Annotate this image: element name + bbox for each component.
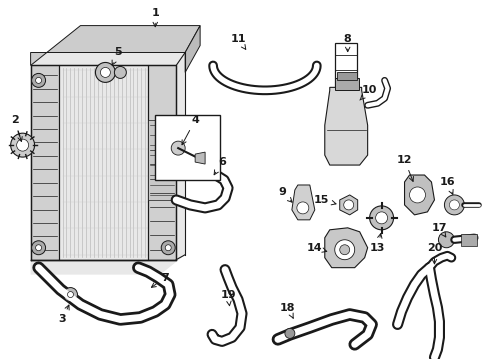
Polygon shape xyxy=(324,87,367,165)
Circle shape xyxy=(285,328,294,338)
Bar xyxy=(148,66,176,260)
Bar xyxy=(59,66,148,260)
Bar xyxy=(148,120,176,200)
Circle shape xyxy=(369,206,393,230)
Circle shape xyxy=(171,141,185,155)
Circle shape xyxy=(114,67,126,78)
Circle shape xyxy=(296,202,308,214)
Circle shape xyxy=(32,241,45,255)
Circle shape xyxy=(17,139,29,151)
Polygon shape xyxy=(31,26,200,66)
Text: 19: 19 xyxy=(220,289,235,306)
Text: 11: 11 xyxy=(230,33,245,49)
Text: 14: 14 xyxy=(306,243,326,253)
Text: 2: 2 xyxy=(11,115,22,141)
Circle shape xyxy=(444,195,464,215)
Text: 5: 5 xyxy=(112,48,122,65)
Text: 16: 16 xyxy=(439,177,454,194)
Text: 4: 4 xyxy=(182,115,199,145)
Bar xyxy=(31,66,59,260)
Circle shape xyxy=(334,240,354,260)
Circle shape xyxy=(438,232,453,248)
Bar xyxy=(334,78,358,90)
Circle shape xyxy=(165,245,171,251)
Circle shape xyxy=(448,200,458,210)
Circle shape xyxy=(36,245,41,251)
Circle shape xyxy=(32,73,45,87)
Circle shape xyxy=(36,77,41,84)
Circle shape xyxy=(375,212,387,224)
Polygon shape xyxy=(195,152,204,164)
Text: 13: 13 xyxy=(369,234,385,253)
Bar xyxy=(334,42,356,87)
Text: 15: 15 xyxy=(313,195,335,205)
Text: 7: 7 xyxy=(151,273,169,287)
Bar xyxy=(155,115,220,180)
Circle shape xyxy=(67,292,73,298)
Text: 9: 9 xyxy=(277,187,291,202)
Text: 3: 3 xyxy=(59,305,69,324)
Polygon shape xyxy=(324,228,367,268)
Polygon shape xyxy=(185,26,200,72)
Circle shape xyxy=(339,245,349,255)
Polygon shape xyxy=(339,195,357,215)
Text: 1: 1 xyxy=(151,8,159,27)
Text: 12: 12 xyxy=(396,155,413,181)
Circle shape xyxy=(343,200,353,210)
Text: 10: 10 xyxy=(359,85,377,100)
Text: 20: 20 xyxy=(426,243,441,264)
Text: 18: 18 xyxy=(280,302,295,318)
Polygon shape xyxy=(31,26,200,275)
Circle shape xyxy=(11,133,35,157)
Bar xyxy=(336,72,356,80)
Text: 17: 17 xyxy=(431,223,447,237)
Circle shape xyxy=(95,62,115,82)
Circle shape xyxy=(63,288,77,302)
Circle shape xyxy=(408,187,425,203)
Polygon shape xyxy=(404,175,433,215)
Text: 8: 8 xyxy=(343,33,351,51)
Polygon shape xyxy=(291,185,314,220)
Circle shape xyxy=(100,67,110,77)
Bar xyxy=(461,234,476,246)
Text: 6: 6 xyxy=(214,157,225,175)
Circle shape xyxy=(161,241,175,255)
